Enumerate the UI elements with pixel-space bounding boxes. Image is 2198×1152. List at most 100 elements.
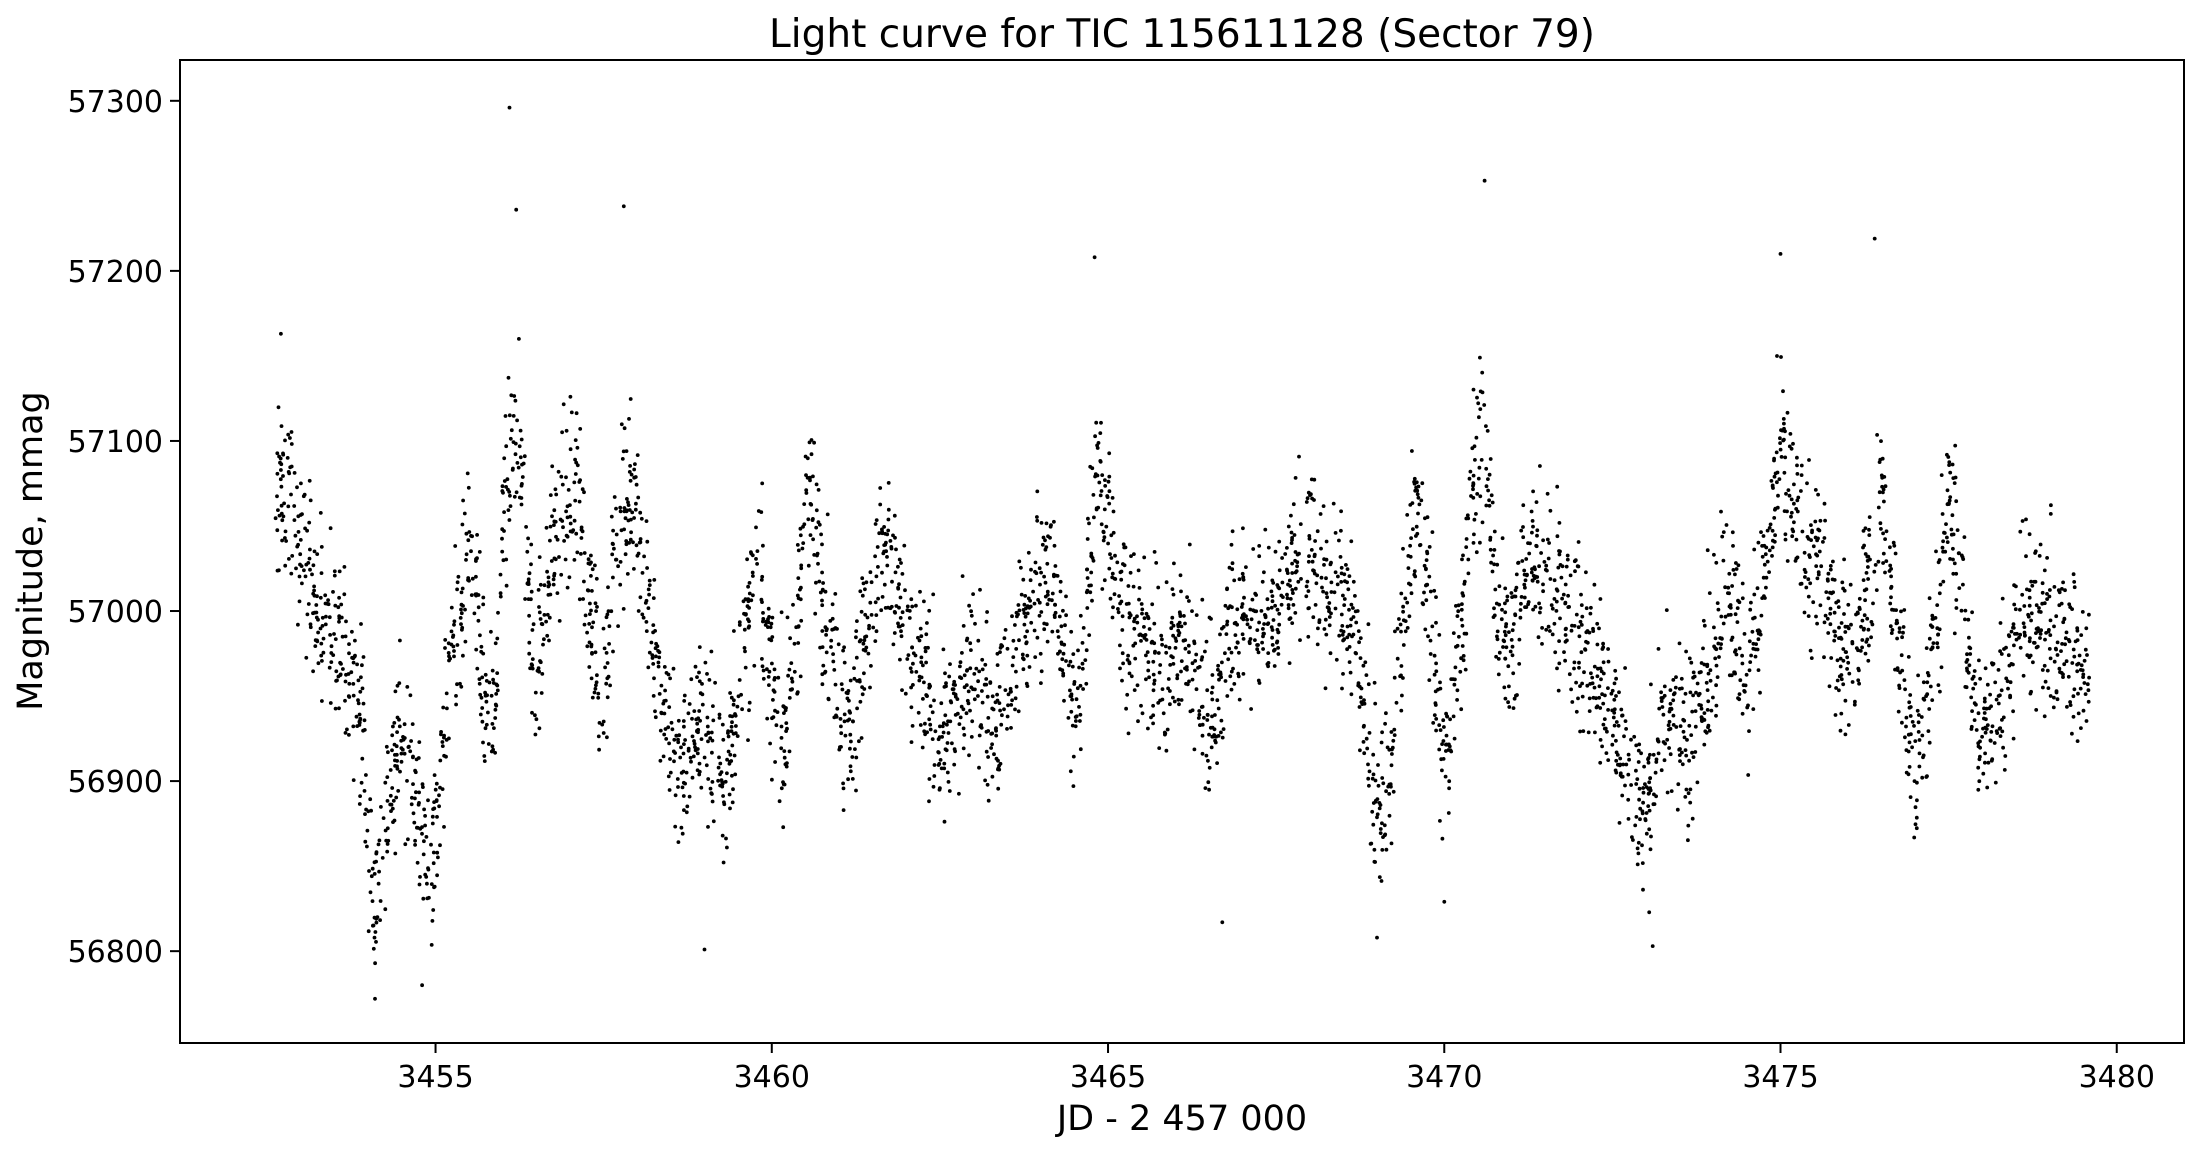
data-point bbox=[1683, 748, 1688, 752]
data-point bbox=[990, 694, 995, 699]
data-point bbox=[1835, 658, 1840, 663]
data-point bbox=[1957, 586, 1962, 590]
data-point bbox=[886, 528, 891, 533]
data-point bbox=[1452, 736, 1457, 741]
data-point bbox=[590, 625, 594, 630]
data-point bbox=[814, 508, 819, 513]
data-point bbox=[1730, 530, 1735, 535]
data-point bbox=[845, 718, 850, 723]
data-point bbox=[1984, 717, 1988, 722]
data-point bbox=[1889, 595, 1893, 600]
data-point bbox=[577, 597, 582, 602]
data-point bbox=[1726, 591, 1730, 595]
data-point bbox=[1137, 586, 1142, 590]
data-point bbox=[1248, 625, 1252, 630]
data-point bbox=[2039, 628, 2043, 633]
data-point bbox=[1434, 717, 1439, 721]
data-point bbox=[1104, 524, 1109, 529]
data-point bbox=[1179, 589, 1183, 594]
data-point bbox=[1031, 589, 1035, 594]
data-point bbox=[1451, 714, 1456, 719]
data-point bbox=[1773, 507, 1777, 512]
data-point bbox=[1510, 628, 1515, 633]
data-point bbox=[343, 698, 347, 703]
data-point bbox=[922, 729, 927, 734]
data-point bbox=[2018, 529, 2023, 534]
data-point bbox=[1931, 641, 1936, 645]
data-point bbox=[892, 513, 897, 518]
data-point bbox=[1823, 518, 1827, 523]
data-point bbox=[799, 585, 803, 590]
data-point bbox=[1455, 698, 1459, 702]
data-point bbox=[1935, 641, 1940, 646]
data-point bbox=[1516, 561, 1520, 565]
data-point bbox=[998, 650, 1002, 654]
data-point bbox=[1988, 692, 1992, 697]
data-point bbox=[1783, 537, 1788, 542]
data-point bbox=[768, 625, 773, 630]
data-point bbox=[760, 657, 764, 661]
data-point bbox=[2021, 621, 2026, 626]
data-point bbox=[973, 621, 977, 626]
data-point bbox=[307, 556, 312, 561]
data-point bbox=[766, 606, 771, 611]
data-point bbox=[398, 638, 402, 643]
data-point bbox=[1915, 798, 1919, 803]
data-point bbox=[339, 615, 344, 620]
data-point bbox=[618, 505, 623, 510]
data-point bbox=[1584, 606, 1589, 611]
data-point bbox=[951, 687, 956, 691]
data-point bbox=[1171, 623, 1176, 628]
data-point bbox=[682, 724, 686, 729]
data-point bbox=[833, 682, 838, 687]
data-point bbox=[2054, 614, 2059, 619]
data-point bbox=[275, 471, 280, 476]
data-point bbox=[858, 638, 863, 643]
data-point bbox=[1629, 737, 1633, 742]
data-point bbox=[1058, 589, 1063, 594]
data-point bbox=[1151, 659, 1156, 664]
data-point bbox=[1556, 565, 1561, 570]
data-point bbox=[559, 572, 564, 577]
data-point bbox=[831, 652, 835, 656]
data-point bbox=[440, 787, 445, 791]
data-point bbox=[1322, 627, 1327, 631]
data-point bbox=[1953, 443, 1958, 448]
data-point bbox=[284, 539, 288, 543]
data-point bbox=[1513, 613, 1518, 618]
data-point bbox=[1367, 769, 1372, 774]
data-point bbox=[1487, 472, 1492, 477]
data-point bbox=[1459, 617, 1464, 622]
data-point bbox=[568, 394, 573, 399]
data-point bbox=[1554, 599, 1559, 604]
chart-title: Light curve for TIC 115611128 (Sector 79… bbox=[769, 12, 1595, 57]
data-point bbox=[1209, 745, 1214, 750]
data-point bbox=[1521, 525, 1525, 529]
data-point bbox=[1553, 650, 1558, 655]
data-point bbox=[2072, 580, 2077, 584]
data-point bbox=[1643, 782, 1647, 786]
data-point bbox=[1843, 630, 1848, 634]
data-point bbox=[1107, 474, 1112, 479]
data-point bbox=[1545, 568, 1549, 573]
data-point bbox=[821, 663, 826, 668]
data-point bbox=[1276, 646, 1280, 650]
data-point bbox=[945, 770, 950, 775]
data-point bbox=[1415, 488, 1420, 493]
data-point bbox=[1340, 624, 1345, 628]
data-point bbox=[725, 757, 729, 762]
data-point bbox=[294, 566, 298, 571]
data-point bbox=[508, 493, 512, 498]
data-point bbox=[1479, 458, 1484, 462]
data-point bbox=[747, 619, 751, 624]
data-point bbox=[1072, 680, 1077, 684]
data-point bbox=[1864, 587, 1869, 592]
data-point bbox=[632, 475, 637, 480]
data-point bbox=[1089, 570, 1094, 575]
data-point bbox=[371, 923, 375, 928]
data-point bbox=[873, 522, 878, 526]
data-point bbox=[710, 738, 715, 743]
data-point bbox=[1727, 604, 1732, 609]
data-point bbox=[861, 641, 866, 646]
data-point bbox=[911, 683, 915, 687]
